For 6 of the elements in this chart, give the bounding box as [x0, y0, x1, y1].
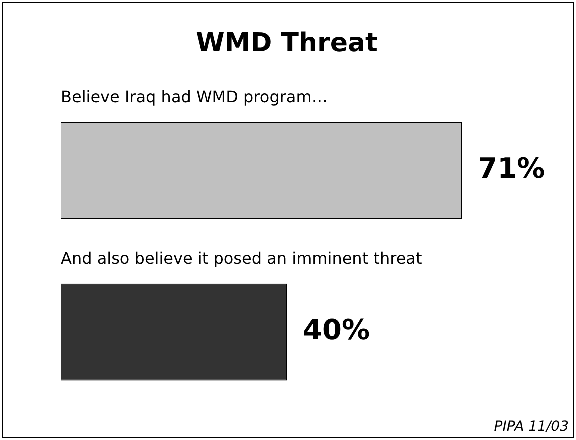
data-label: 71%: [478, 152, 546, 186]
text: PIPA 11/03: [494, 419, 569, 435]
y-tick-label: Believe Iraq had WMD program…: [61, 88, 328, 107]
chart-title: WMD Threat: [196, 28, 378, 58]
y-tick-label: And also believe it posed an imminent threat: [61, 249, 422, 268]
data-label: 40%: [303, 314, 370, 347]
